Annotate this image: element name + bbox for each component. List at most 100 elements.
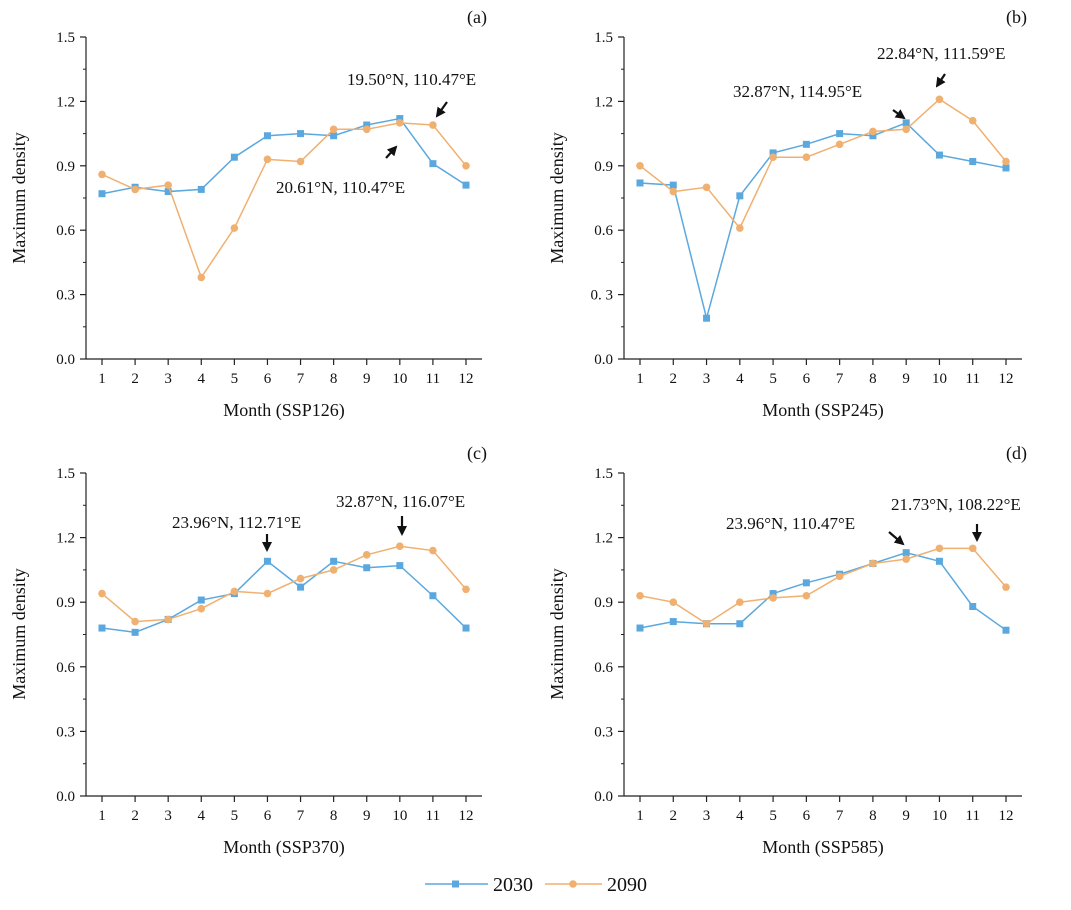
data-point-2030	[636, 179, 644, 187]
x-tick-label: 5	[231, 371, 239, 387]
data-point-2030	[98, 190, 106, 198]
x-tick-label: 3	[703, 371, 711, 387]
data-point-2090	[769, 594, 777, 602]
data-point-2030	[164, 188, 172, 196]
y-tick-label: 0.0	[56, 352, 75, 368]
panel-label: (b)	[1006, 7, 1027, 28]
y-axis-title: Maximum density	[547, 568, 567, 700]
data-point-2090	[902, 555, 910, 563]
data-point-2090	[968, 116, 977, 125]
data-point-2030	[396, 562, 404, 570]
x-tick-label: 7	[297, 808, 305, 824]
chart-panel-2: 0.00. 30.60.91.21.51 2 3 4 5 6 7 8 9 10 11 12Month …	[547, 7, 1027, 421]
annotation-label: 32.87°N, 116.07°E	[336, 492, 465, 511]
data-point-2030	[669, 618, 677, 626]
data-point-2090	[702, 183, 711, 192]
x-tick-label: 11	[966, 371, 980, 387]
y-tick-label: 1.2	[56, 94, 75, 110]
y-tick-label: 0.3	[56, 724, 75, 740]
y-tick-label: 0.0	[56, 789, 75, 805]
x-tick-label: 3	[703, 808, 711, 824]
series-line-2030	[639, 551, 1007, 631]
x-tick-label: 10	[392, 371, 407, 387]
data-point-2090	[835, 572, 844, 581]
data-point-2090	[230, 224, 239, 232]
data-point-2030	[297, 130, 305, 138]
data-point-2090	[329, 125, 338, 134]
data-point-2090	[1002, 583, 1010, 591]
annotation-label: 20.61°N, 110.47°E	[276, 178, 405, 197]
data-point-2090	[296, 574, 305, 583]
y-tick-label: 0.9	[56, 159, 75, 175]
y-tick-label: 0.0	[594, 789, 613, 805]
data-point-2030	[363, 564, 371, 572]
data-point-2090	[968, 544, 977, 553]
y-tick-label: 0.6	[56, 660, 75, 676]
x-tick-label: 12	[459, 371, 474, 387]
data-point-2090	[98, 170, 106, 179]
x-tick-label: 2	[670, 808, 678, 824]
legend-label-2090: 2090	[607, 874, 647, 896]
y-tick-label: 1.5	[56, 30, 75, 46]
data-point-2090	[702, 619, 711, 628]
x-tick-label: 3	[164, 371, 172, 387]
x-tick-label: 1	[636, 808, 644, 824]
x-tick-label: 6	[264, 808, 272, 824]
x-tick-label: 10	[932, 371, 947, 387]
x-tick-label: 1	[98, 371, 106, 387]
data-point-2030	[330, 132, 338, 140]
data-point-2030	[429, 160, 437, 168]
data-point-2030	[1002, 626, 1010, 634]
x-tick-label: 7	[836, 371, 844, 387]
y-tick-label: 0.3	[56, 288, 75, 304]
x-tick-label: 9	[902, 371, 910, 387]
y-tick-label: 0.9	[56, 595, 75, 611]
x-tick-label: 4	[198, 808, 206, 824]
data-point-2030	[769, 590, 777, 598]
data-point-2090	[197, 273, 206, 282]
x-tick-label: 1	[636, 371, 644, 387]
data-point-2030	[902, 549, 910, 557]
data-point-2090	[462, 585, 470, 594]
data-point-2090	[869, 127, 877, 136]
y-tick-label: 1.2	[594, 531, 613, 547]
x-tick-label: 2	[670, 371, 678, 387]
data-point-2030	[703, 314, 711, 322]
x-tick-label: 2	[131, 808, 139, 824]
data-point-2030	[263, 132, 271, 140]
data-point-2030	[802, 579, 810, 587]
y-tick-label: 0.6	[594, 660, 613, 676]
panel-label: (d)	[1006, 443, 1027, 464]
series-line-2090	[101, 545, 467, 623]
x-tick-label: 7	[836, 808, 844, 824]
data-point-2030	[869, 132, 877, 140]
data-point-2090	[802, 153, 811, 162]
data-point-2030	[969, 158, 977, 166]
y-tick-label: 1.5	[56, 466, 75, 482]
data-point-2030	[636, 624, 644, 632]
y-tick-label: 1.2	[594, 94, 613, 110]
data-point-2090	[736, 224, 744, 232]
data-point-2090	[462, 162, 470, 170]
x-tick-label: 8	[869, 371, 877, 387]
data-point-2090	[396, 542, 404, 551]
x-tick-label: 11	[426, 371, 440, 387]
data-point-2090	[802, 591, 811, 600]
x-tick-label: 12	[999, 808, 1014, 824]
data-point-2030	[197, 185, 205, 193]
data-point-2030	[230, 153, 238, 161]
data-point-2030	[263, 557, 271, 565]
x-tick-label: 9	[902, 808, 910, 824]
x-tick-label: 6	[803, 371, 811, 387]
data-point-2090	[98, 589, 106, 598]
x-axis-title: Month (SSP126)	[223, 400, 345, 421]
data-point-2030	[802, 140, 810, 148]
y-tick-label: 0.3	[594, 724, 613, 740]
x-tick-label: 6	[264, 371, 272, 387]
x-tick-label: 9	[363, 371, 371, 387]
annotation-label: 22.84°N, 111.59°E	[877, 44, 1006, 63]
